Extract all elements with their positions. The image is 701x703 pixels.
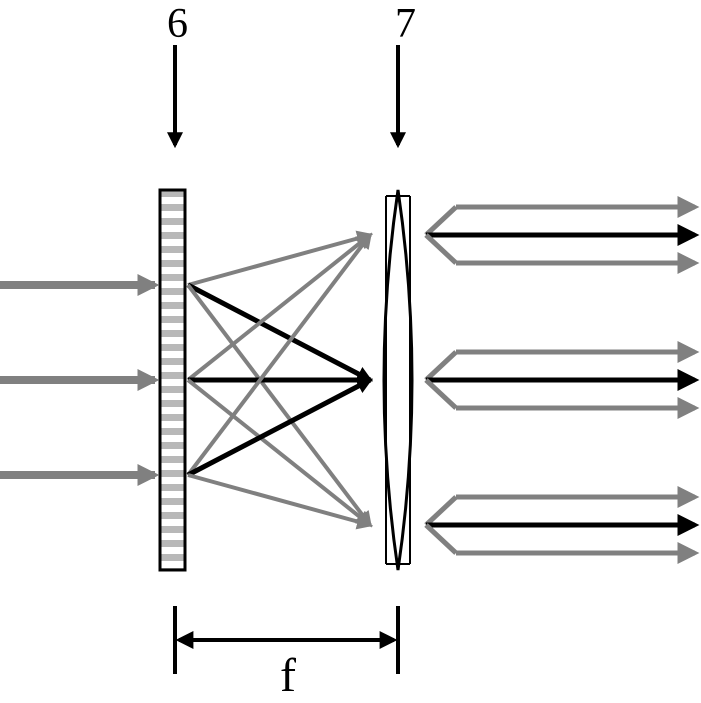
label-focal-length: f bbox=[280, 648, 296, 703]
diffracted-ray bbox=[188, 235, 370, 285]
diffracted-ray bbox=[188, 235, 370, 475]
diffracted-ray bbox=[188, 285, 370, 525]
optics-diagram bbox=[0, 0, 701, 703]
grating bbox=[160, 190, 185, 570]
label-lens: 7 bbox=[395, 0, 416, 48]
lens bbox=[384, 190, 412, 570]
label-grating: 6 bbox=[167, 0, 188, 48]
diffracted-ray bbox=[188, 475, 370, 525]
diffracted-ray bbox=[188, 380, 370, 475]
diffracted-ray bbox=[188, 285, 370, 380]
